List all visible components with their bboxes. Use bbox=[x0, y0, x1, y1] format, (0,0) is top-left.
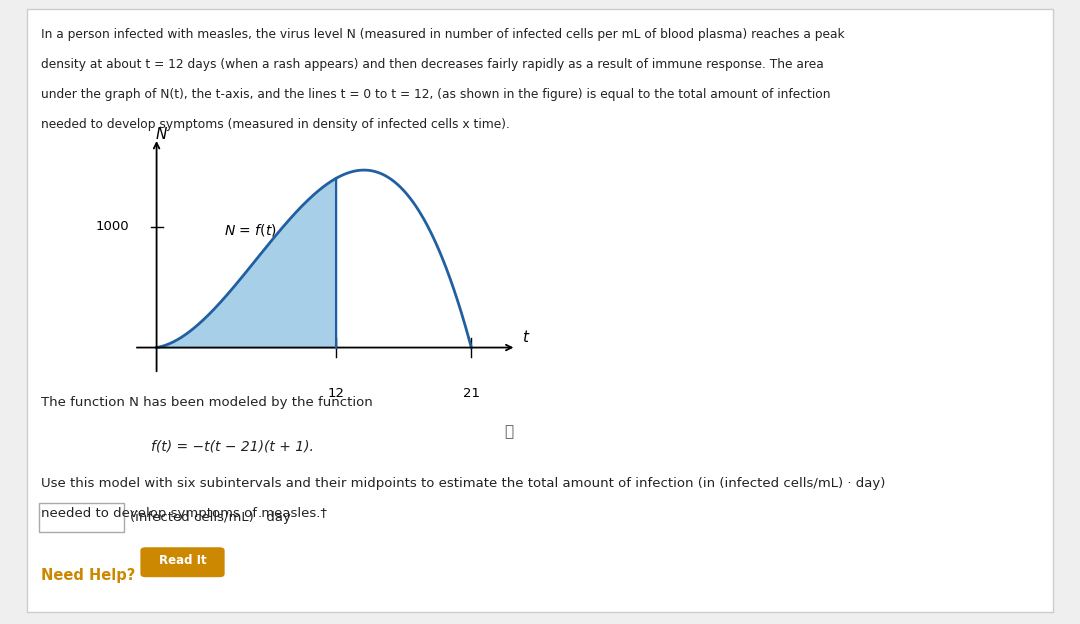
Text: f(t) = −t(t − 21)(t + 1).: f(t) = −t(t − 21)(t + 1). bbox=[151, 440, 314, 454]
Text: 1000: 1000 bbox=[96, 220, 130, 233]
Text: $N$ = $f(t)$: $N$ = $f(t)$ bbox=[224, 222, 276, 238]
FancyBboxPatch shape bbox=[140, 547, 225, 577]
Text: (infected cells/mL) · day: (infected cells/mL) · day bbox=[130, 511, 291, 524]
Text: needed to develop symptoms of measles.†: needed to develop symptoms of measles.† bbox=[41, 507, 327, 520]
Text: Read It: Read It bbox=[159, 555, 206, 567]
Text: 21: 21 bbox=[463, 388, 480, 401]
Text: Need Help?: Need Help? bbox=[41, 568, 135, 583]
FancyBboxPatch shape bbox=[39, 503, 124, 532]
Text: In a person infected with measles, the virus level N (measured in number of infe: In a person infected with measles, the v… bbox=[41, 28, 845, 41]
Text: N: N bbox=[156, 127, 166, 142]
Text: under the graph of N(t), the t-axis, and the lines t = 0 to t = 12, (as shown in: under the graph of N(t), the t-axis, and… bbox=[41, 88, 831, 101]
Text: density at about t = 12 days (when a rash appears) and then decreases fairly rap: density at about t = 12 days (when a ras… bbox=[41, 58, 824, 71]
Text: t: t bbox=[523, 330, 528, 346]
Text: needed to develop symptoms (measured in density of infected cells x time).: needed to develop symptoms (measured in … bbox=[41, 118, 510, 131]
Text: The function N has been modeled by the function: The function N has been modeled by the f… bbox=[41, 396, 373, 409]
Text: Use this model with six subintervals and their midpoints to estimate the total a: Use this model with six subintervals and… bbox=[41, 477, 886, 490]
Text: ⓘ: ⓘ bbox=[504, 424, 513, 439]
Text: 12: 12 bbox=[328, 388, 345, 401]
FancyBboxPatch shape bbox=[27, 9, 1053, 612]
